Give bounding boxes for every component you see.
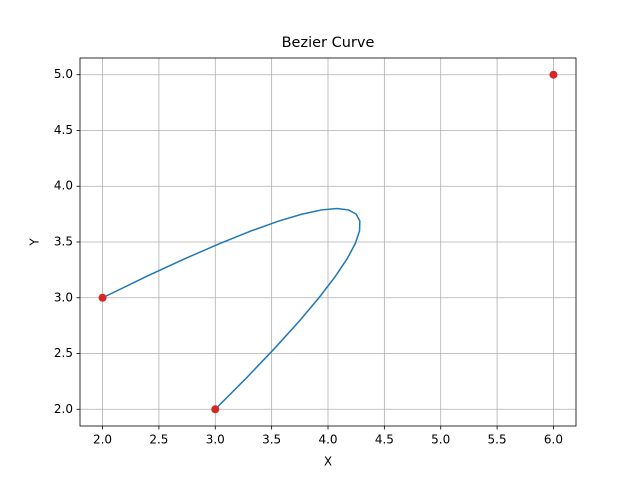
y-tick-label: 5.0 [54,67,73,81]
plot-frame [79,57,577,427]
control-point [98,293,107,302]
y-tick-label: 3.0 [54,290,73,304]
control-point [211,405,220,414]
x-axis-label: X [324,455,332,469]
x-tick-label: 4.0 [318,433,337,447]
chart-title: Bezier Curve [282,35,375,51]
control-point [549,70,558,79]
y-tick-label: 2.5 [54,346,73,360]
x-tick-label: 6.0 [544,433,563,447]
x-tick-label: 2.5 [149,433,168,447]
x-tick-label: 3.5 [262,433,281,447]
x-tick-label: 3.0 [206,433,225,447]
bezier-curve [102,207,361,410]
x-tick-label: 5.5 [488,433,507,447]
x-tick-label: 4.5 [375,433,394,447]
y-tick-label: 4.0 [54,179,73,193]
y-tick-label: 2.0 [54,402,73,416]
x-tick-label: 2.0 [93,433,112,447]
y-tick-label: 3.5 [54,235,73,249]
y-axis-label: Y [28,238,42,247]
x-tick-label: 5.0 [431,433,450,447]
y-tick-label: 4.5 [54,123,73,137]
